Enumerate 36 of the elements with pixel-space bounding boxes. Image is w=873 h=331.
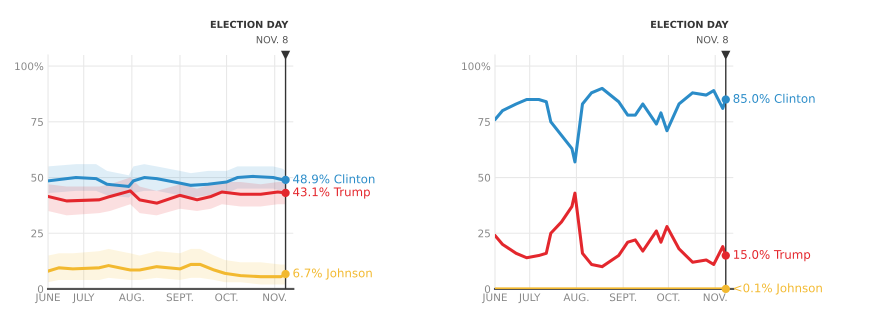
y-tick-label: 50 [31, 174, 44, 182]
point [281, 188, 290, 198]
x-tick-label: AUG. [118, 293, 144, 302]
y-tick-label: 0 [484, 285, 490, 294]
y-tick-label: 75 [31, 118, 43, 126]
y-tick-label: 25 [31, 229, 43, 238]
x-tick-label: JULY [518, 293, 540, 304]
ref-line-label: ELECTION DAY NOV. 8 [651, 20, 729, 44]
y-tick-label: 100% [15, 62, 44, 70]
point [722, 95, 730, 104]
point [281, 270, 290, 278]
y-tick-label: 50 [478, 174, 490, 182]
text: 85.0% Clinton [734, 94, 815, 103]
ref-line-label: ELECTION DAY NOV. 8 [210, 20, 288, 44]
text: 48.9% Clinton [293, 174, 374, 184]
x-tick-label: SEPT. [610, 293, 636, 302]
text: 43.1% Trump [293, 187, 370, 199]
x-tick-label: SEPT. [166, 293, 193, 302]
x-tick-label: AUG. [563, 293, 588, 302]
text: 6.7% Johnson [293, 268, 372, 280]
x-tick-label: JUNE [482, 293, 507, 304]
y-tick-label: 0 [38, 285, 44, 294]
y-tick-label: 25 [478, 229, 490, 238]
point [722, 284, 730, 294]
x-tick-label: JUNE [34, 293, 60, 304]
text: 15.0% Trump [734, 250, 810, 262]
point [722, 251, 730, 260]
y-tick-label: 100% [462, 62, 490, 70]
y-tick-label: 75 [478, 118, 490, 126]
x-tick-label: NOV. [704, 293, 727, 302]
text: <0.1% Johnson [734, 283, 822, 295]
x-tick-label: JULY [72, 293, 94, 304]
point [281, 176, 290, 184]
x-tick-label: NOV. [263, 293, 286, 302]
x-tick-label: OCT. [215, 293, 238, 302]
x-tick-label: OCT. [657, 293, 680, 302]
